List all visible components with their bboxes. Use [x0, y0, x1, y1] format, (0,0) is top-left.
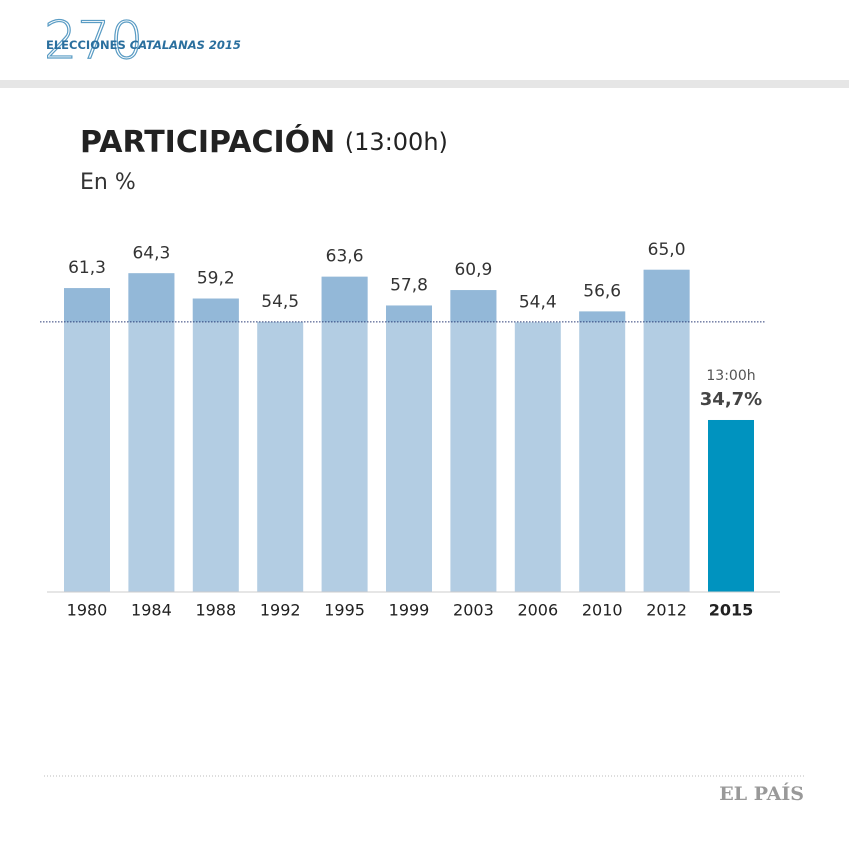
bar-upper: [450, 290, 497, 322]
bar-upper: [64, 288, 110, 322]
bar: [514, 322, 561, 592]
value-label: 60,9: [454, 260, 492, 280]
value-label: 65,0: [648, 240, 686, 260]
bar-upper: [321, 276, 368, 322]
x-tick-label: 2006: [517, 601, 558, 620]
bar: [643, 269, 690, 592]
value-label: 61,3: [68, 258, 106, 278]
x-tick-label: 2015: [709, 601, 754, 620]
bar: [257, 321, 304, 592]
value-label: 56,6: [583, 281, 621, 301]
value-label: 64,3: [132, 243, 170, 263]
footer-brand: EL PAÍS: [719, 782, 804, 805]
x-tick-label: 1984: [131, 601, 172, 620]
value-label: 34,7%: [700, 389, 762, 410]
bar-upper: [192, 298, 239, 322]
bar: [708, 419, 754, 592]
x-tick-label: 1980: [67, 601, 108, 620]
value-label: 59,2: [197, 269, 235, 289]
chart-title: PARTICIPACIÓN (13:00h): [80, 123, 448, 160]
header-band: [0, 80, 849, 88]
bar-upper: [128, 273, 175, 322]
header-number: 270: [44, 11, 143, 71]
chart-subtitle: En %: [80, 170, 136, 195]
title-main: PARTICIPACIÓN: [80, 123, 335, 160]
value-label: 54,5: [261, 292, 299, 312]
bar: [64, 288, 110, 592]
bar: [192, 298, 239, 592]
bar-upper: [386, 305, 432, 322]
x-tick-label: 2010: [582, 601, 623, 620]
x-tick-label: 1999: [389, 601, 430, 620]
annotation: 13:00h: [706, 368, 755, 384]
x-tick-label: 2003: [453, 601, 494, 620]
x-tick-label: 1992: [260, 601, 301, 620]
bar: [450, 290, 497, 592]
header-label: ELECCIONES CATALANAS 2015: [46, 38, 241, 52]
header-label-em: CATALANAS 2015: [130, 38, 241, 52]
x-tick-label: 2012: [646, 601, 687, 620]
bar: [321, 276, 368, 592]
bar: [128, 273, 175, 592]
bar-upper: [643, 269, 690, 322]
x-tick-label: 1988: [195, 601, 236, 620]
x-tick-label: 1995: [324, 601, 365, 620]
value-label: 63,6: [326, 247, 364, 267]
value-label: 57,8: [390, 275, 428, 295]
value-label: 54,4: [519, 292, 557, 312]
bar: [386, 305, 432, 592]
bar: [579, 311, 626, 592]
header-label-main: ELECCIONES: [46, 38, 126, 52]
title-note: (13:00h): [345, 128, 448, 156]
bar-upper: [579, 311, 626, 322]
